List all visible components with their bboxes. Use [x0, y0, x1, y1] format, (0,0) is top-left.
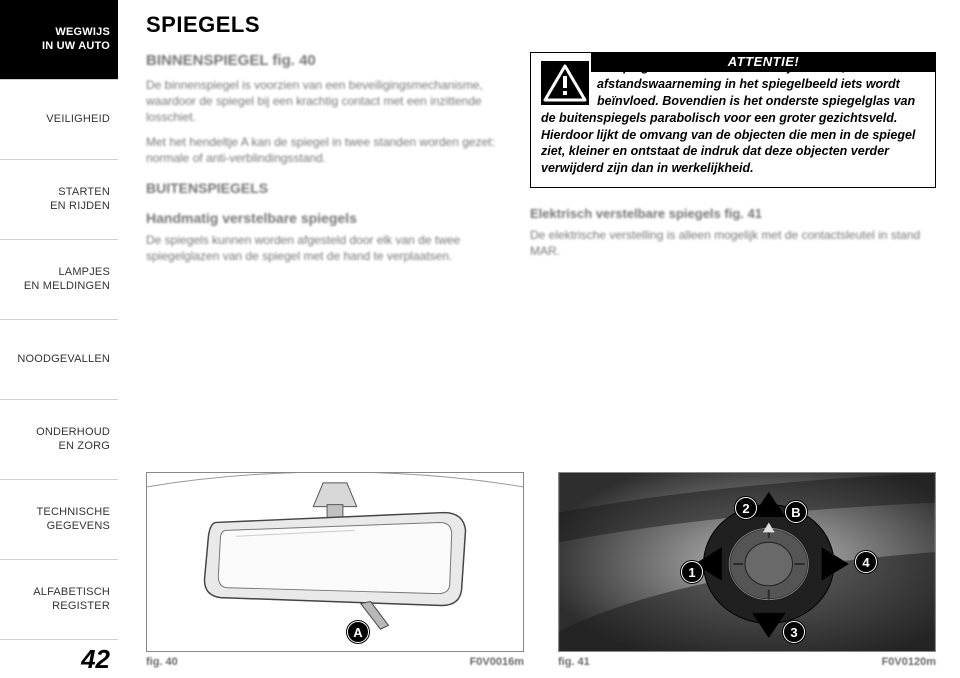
nav-item-alfabetisch[interactable]: ALFABETISCH REGISTER [0, 560, 118, 640]
nav-label: EN ZORG [58, 440, 110, 454]
sub-heading: Elektrisch verstelbare spiegels fig. 41 [530, 206, 936, 221]
nav-label: IN UW AUTO [42, 40, 110, 54]
nav-label: GEGEVENS [47, 520, 110, 534]
right-subsection: Elektrisch verstelbare spiegels fig. 41 … [530, 206, 936, 259]
figure-40: A fig. 40 F0V0016m [146, 472, 524, 668]
warning-text: De spiegel aan de bestuurderszijde is bo… [541, 59, 925, 177]
nav-label: ALFABETISCH [33, 586, 110, 600]
warning-header: ATTENTIE! [591, 52, 936, 72]
page: WEGWIJS IN UW AUTO VEILIGHEID STARTEN EN… [0, 0, 960, 678]
nav-label: VEILIGHEID [46, 113, 110, 127]
badge-3: 3 [783, 621, 805, 643]
main-content: SPIEGELS BINNENSPIEGEL fig. 40 De binnen… [118, 0, 960, 678]
page-number-wrap: 42 [0, 640, 118, 678]
sidebar-nav: WEGWIJS IN UW AUTO VEILIGHEID STARTEN EN… [0, 0, 118, 678]
nav-label: ONDERHOUD [36, 426, 110, 440]
figure-frame: B 1 2 3 4 [558, 472, 936, 652]
sub-heading: Handmatig verstelbare spiegels [146, 210, 496, 226]
columns: BINNENSPIEGEL fig. 40 De binnenspiegel i… [146, 52, 936, 272]
nav-label: LAMPJES [58, 266, 110, 280]
right-column: ATTENTIE! De spiegel aan de bestuurdersz… [530, 52, 936, 272]
nav-label: NOODGEVALLEN [17, 353, 110, 367]
nav-label: WEGWIJS [55, 26, 110, 40]
figure-caption: fig. 40 F0V0016m [146, 656, 524, 668]
badge-b: B [785, 501, 807, 523]
nav-item-lampjes[interactable]: LAMPJES EN MELDINGEN [0, 240, 118, 320]
figure-code: F0V0016m [470, 656, 524, 668]
figure-label: fig. 41 [558, 656, 590, 668]
nav-label: EN RIJDEN [50, 200, 110, 214]
page-title: SPIEGELS [146, 12, 936, 38]
warning-box: ATTENTIE! De spiegel aan de bestuurdersz… [530, 52, 936, 188]
page-number: 42 [81, 644, 110, 675]
badge-1: 1 [681, 561, 703, 583]
section-heading: BINNENSPIEGEL fig. 40 [146, 52, 496, 69]
figure-label: fig. 40 [146, 656, 178, 668]
badge-2: 2 [735, 497, 757, 519]
section-heading: BUITENSPIEGELS [146, 180, 496, 196]
body-text: Met het hendeltje A kan de spiegel in tw… [146, 134, 496, 166]
figure-caption: fig. 41 F0V0120m [558, 656, 936, 668]
nav-label: STARTEN [58, 186, 110, 200]
figures-row: A fig. 40 F0V0016m [146, 472, 936, 668]
warning-triangle-icon [541, 61, 589, 105]
nav-label: REGISTER [52, 600, 110, 614]
nav-label: EN MELDINGEN [24, 280, 110, 294]
figure-frame: A [146, 472, 524, 652]
nav-item-noodgevallen[interactable]: NOODGEVALLEN [0, 320, 118, 400]
nav-item-veiligheid[interactable]: VEILIGHEID [0, 80, 118, 160]
nav-label: TECHNISCHE [36, 506, 110, 520]
body-text: De binnenspiegel is voorzien van een bev… [146, 77, 496, 126]
figure-41: B 1 2 3 4 fig. 41 F0V0120m [558, 472, 936, 668]
figure-code: F0V0120m [882, 656, 936, 668]
body-text: De elektrische verstelling is alleen mog… [530, 227, 936, 259]
mirror-interior-illustration [147, 473, 523, 651]
badge-a: A [347, 621, 369, 643]
body-text: De spiegels kunnen worden afgesteld door… [146, 232, 496, 264]
nav-item-starten[interactable]: STARTEN EN RIJDEN [0, 160, 118, 240]
nav-item-onderhoud[interactable]: ONDERHOUD EN ZORG [0, 400, 118, 480]
nav-item-wegwijs[interactable]: WEGWIJS IN UW AUTO [0, 0, 118, 80]
nav-item-technische[interactable]: TECHNISCHE GEGEVENS [0, 480, 118, 560]
left-column: BINNENSPIEGEL fig. 40 De binnenspiegel i… [146, 52, 496, 272]
badge-4: 4 [855, 551, 877, 573]
